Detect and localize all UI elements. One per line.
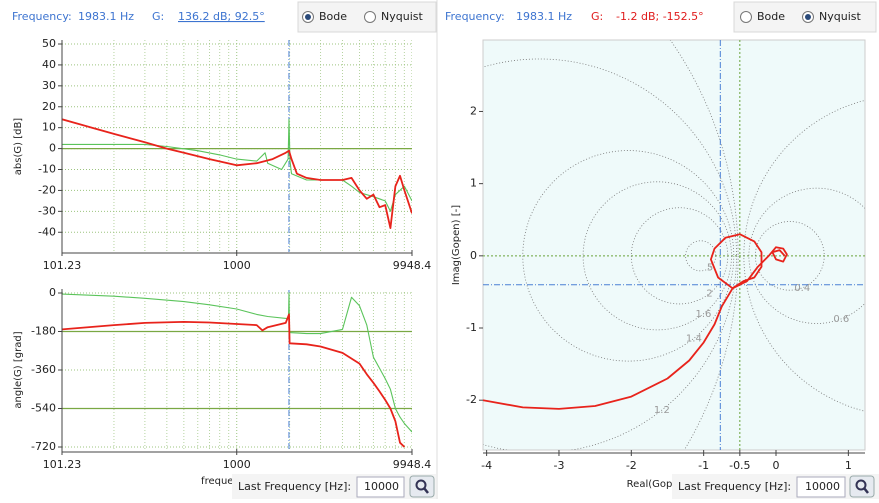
y-tick-label: 2 — [470, 104, 477, 117]
plot-content — [62, 40, 412, 252]
chart: 101.23 1000 9948.4 0 -180 -360 -540 -720 angle(G… — [13, 286, 431, 487]
plot-area — [482, 39, 866, 451]
series-line — [483, 233, 788, 410]
y-tick-label: -30 — [38, 204, 56, 217]
x-tick-label: -3 — [553, 459, 564, 472]
last-frequency-value: 10000 — [364, 480, 399, 493]
y-axis-label: Imag(Gopen) [-] — [451, 205, 462, 285]
y-axis-label: abs(G) [dB] — [13, 118, 24, 176]
x-tick-label: 9948.4 — [393, 259, 432, 272]
plot-area — [62, 40, 412, 253]
x-tick-label: -1 — [698, 459, 709, 472]
radio-dot — [805, 14, 811, 20]
gain-value: -1.2 dB; -152.5° — [616, 10, 704, 23]
y-tick-label: -20 — [38, 183, 56, 196]
frequency-value: 1983.1 Hz — [78, 10, 134, 23]
x-tick-label: -2 — [626, 459, 637, 472]
radio-circle[interactable] — [364, 11, 376, 23]
m-circle-label: 2 — [706, 289, 712, 300]
m-circle — [685, 240, 717, 272]
x-tick-label: 1 — [845, 459, 852, 472]
x-tick-label: 1000 — [223, 458, 251, 471]
m-circle — [582, 181, 732, 331]
last-frequency-input[interactable] — [796, 476, 846, 498]
m-circle — [630, 207, 729, 305]
last-frequency-label: Last Frequency [Hz]: — [678, 480, 791, 493]
y-tick-label: 1 — [470, 177, 477, 190]
y-tick-label: -540 — [31, 402, 56, 415]
m-circle — [754, 221, 825, 291]
series-line — [62, 118, 412, 212]
radio-label: Nyquist — [381, 10, 423, 23]
radio-option[interactable]: Bode — [302, 10, 348, 23]
y-tick-label: -2 — [466, 393, 477, 406]
radio-option[interactable]: Nyquist — [364, 10, 424, 23]
gain-value: 136.2 dB; 92.5° — [178, 10, 265, 23]
gain-label: G: — [152, 10, 164, 23]
y-tick-label: 10 — [42, 121, 56, 134]
last-frequency-value: 10000 — [805, 480, 840, 493]
m-circle-label: 1.4 — [686, 333, 702, 344]
y-tick-label: 30 — [42, 79, 56, 92]
m-circle-label: 1.6 — [695, 309, 711, 320]
x-tick-label: -4 — [481, 459, 492, 472]
y-tick-label: -360 — [31, 363, 56, 376]
apply-button[interactable] — [849, 475, 875, 498]
x-tick-label: 9948.4 — [393, 458, 432, 471]
y-tick-label: -720 — [31, 440, 56, 453]
last-frequency-label: Last Frequency [Hz]: — [238, 480, 351, 493]
y-tick-label: 0 — [470, 249, 477, 262]
apply-button[interactable] — [409, 475, 435, 498]
x-tick-label: 101.23 — [43, 259, 82, 272]
y-tick-label: -1 — [466, 321, 477, 334]
frequency-label: Frequency: — [445, 10, 505, 23]
gain-label: G: — [591, 10, 603, 23]
radio-option[interactable]: Nyquist — [802, 10, 862, 23]
radio-label: Bode — [757, 10, 785, 23]
y-axis-label: angle(G) [grad] — [13, 331, 24, 408]
y-tick-label: 0 — [49, 142, 56, 155]
radio-dot — [305, 14, 311, 20]
m-circle — [743, 100, 865, 412]
y-tick-label: 0 — [49, 286, 56, 299]
y-tick-label: -10 — [38, 163, 56, 176]
y-tick-label: 50 — [42, 37, 56, 50]
series-line — [62, 292, 412, 433]
series-line — [62, 118, 412, 229]
m-circle — [522, 150, 735, 362]
plot-content — [62, 290, 412, 450]
radio-label: Nyquist — [819, 10, 861, 23]
x-tick-label: -0.5 — [729, 459, 750, 472]
frequency-value: 1983.1 Hz — [516, 10, 572, 23]
m-circle-label: 0.6 — [833, 314, 849, 325]
frequency-label: Frequency: — [12, 10, 72, 23]
y-tick-label: -40 — [38, 225, 56, 238]
radio-option[interactable]: Bode — [740, 10, 786, 23]
m-circle-label: 1.2 — [654, 405, 670, 416]
y-tick-label: -180 — [31, 325, 56, 338]
last-frequency-input[interactable] — [356, 476, 405, 498]
y-tick-label: 20 — [42, 100, 56, 113]
x-tick-label: 101.23 — [43, 458, 82, 471]
m-circle-label: 0.4 — [794, 283, 810, 294]
m-circle — [483, 58, 737, 450]
chart: 101.23 1000 9948.4 50 40 30 20 10 0 -10 -20 -30 -40 a… — [13, 37, 431, 272]
m-circle — [748, 187, 865, 324]
x-axis-label: Real(Gopen) [-] — [627, 479, 704, 490]
y-tick-label: 40 — [42, 58, 56, 71]
radio-circle[interactable] — [740, 11, 752, 23]
m-circle-label: 5 — [707, 263, 713, 274]
radio-label: Bode — [319, 10, 347, 23]
x-tick-label: 1000 — [223, 259, 251, 272]
series-line — [62, 313, 406, 448]
x-tick-label: 0 — [773, 459, 780, 472]
